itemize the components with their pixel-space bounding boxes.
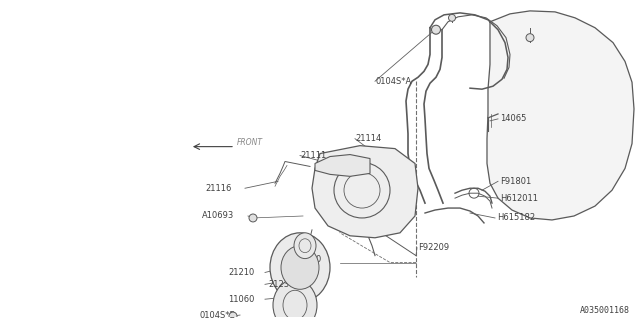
Circle shape — [249, 214, 257, 222]
Ellipse shape — [294, 233, 316, 259]
Polygon shape — [487, 11, 634, 220]
Text: 21114: 21114 — [355, 134, 381, 143]
Text: 11060: 11060 — [228, 295, 254, 304]
Text: F92209: F92209 — [418, 243, 449, 252]
Text: H615182: H615182 — [497, 213, 535, 222]
Ellipse shape — [281, 246, 319, 289]
Text: 0104S*A: 0104S*A — [375, 77, 412, 86]
Text: 21210: 21210 — [228, 268, 254, 277]
Text: 21236: 21236 — [268, 280, 294, 289]
Text: A10693: A10693 — [202, 212, 234, 220]
Text: F91801: F91801 — [500, 177, 531, 186]
Circle shape — [449, 14, 456, 21]
Circle shape — [526, 34, 534, 42]
Ellipse shape — [273, 279, 317, 320]
Circle shape — [431, 25, 440, 34]
Text: A035001168: A035001168 — [580, 306, 630, 315]
Ellipse shape — [270, 233, 330, 302]
Text: 0104S*B: 0104S*B — [200, 310, 236, 320]
Polygon shape — [315, 155, 370, 176]
Polygon shape — [312, 146, 418, 238]
Text: 21111: 21111 — [300, 151, 326, 160]
Text: H612011: H612011 — [500, 194, 538, 203]
Text: 14065: 14065 — [500, 114, 526, 124]
Text: 21116: 21116 — [205, 184, 232, 193]
Circle shape — [229, 312, 237, 320]
Text: 21200: 21200 — [295, 255, 321, 264]
Text: FRONT: FRONT — [237, 138, 263, 147]
